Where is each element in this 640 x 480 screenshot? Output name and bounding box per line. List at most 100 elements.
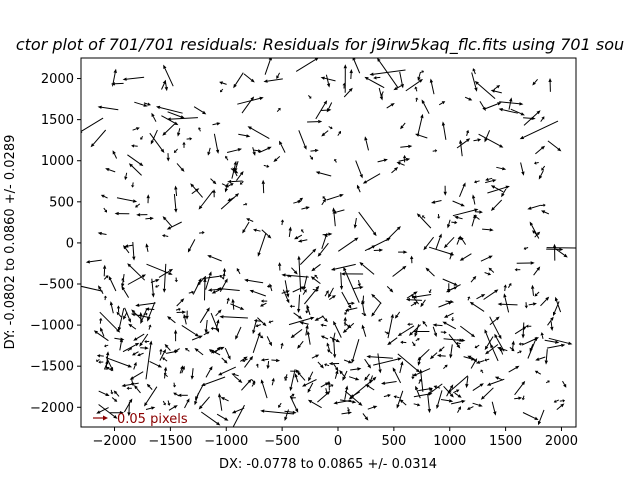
residual-vector: [257, 233, 267, 257]
residual-vector: [278, 402, 282, 408]
residual-vector: [328, 287, 334, 298]
residual-vector: [123, 312, 128, 320]
residual-vector: [322, 232, 333, 236]
residual-vector: [472, 194, 476, 205]
x-tick-label: −1000: [204, 434, 248, 449]
residual-vector: [260, 379, 268, 399]
residual-vector: [410, 255, 414, 264]
residual-vector: [289, 304, 295, 308]
residual-vector: [108, 275, 117, 292]
residual-vector: [143, 102, 151, 106]
residual-vector: [253, 228, 261, 232]
residual-vector: [427, 394, 431, 414]
residual-vector: [314, 274, 319, 279]
residual-vector: [476, 294, 486, 300]
residual-vector: [294, 373, 299, 383]
residual-vector: [488, 267, 495, 273]
residual-vector: [244, 278, 264, 284]
residual-vector: [302, 289, 307, 295]
residual-vector: [297, 340, 304, 349]
residual-vector: [334, 369, 339, 379]
residual-vector: [361, 324, 367, 337]
residual-vector: [308, 371, 314, 382]
residual-vector: [284, 409, 289, 421]
residual-vector: [173, 148, 178, 153]
residual-vector: [531, 284, 535, 296]
residual-vector: [521, 337, 539, 346]
residual-vector: [117, 308, 125, 332]
residual-vector: [102, 264, 107, 277]
x-tick-label: 2000: [545, 434, 578, 449]
residual-vector: [242, 358, 248, 362]
residual-vector: [129, 371, 144, 380]
residual-vector: [127, 401, 131, 417]
residual-vector: [264, 58, 272, 75]
residual-vector: [193, 106, 207, 115]
residual-vector: [105, 356, 114, 372]
residual-vector: [484, 130, 491, 143]
residual-vector: [110, 389, 114, 395]
residual-vector: [271, 377, 275, 386]
residual-vector: [415, 337, 420, 342]
residual-vector: [387, 313, 394, 339]
residual-vector: [514, 268, 521, 272]
residual-vector: [311, 263, 321, 272]
residual-vector: [144, 339, 150, 344]
residual-vector: [252, 320, 257, 335]
residual-vector: [263, 78, 283, 83]
residual-vector: [497, 302, 518, 306]
x-axis-label: DX: -0.0778 to 0.0865 +/- 0.0314: [219, 457, 437, 472]
residual-vector: [503, 293, 510, 313]
residual-vector: [343, 266, 360, 303]
residual-vector: [385, 226, 401, 242]
residual-vector: [373, 357, 402, 366]
residual-vector: [131, 309, 143, 321]
residual-vector: [489, 316, 500, 326]
residual-vector: [342, 370, 348, 381]
residual-vector: [244, 355, 254, 368]
residual-vector: [441, 121, 447, 140]
residual-vector: [398, 250, 408, 254]
residual-vector: [148, 324, 152, 330]
residual-vector: [146, 263, 173, 275]
residual-vector: [459, 325, 476, 338]
residual-vector: [442, 321, 457, 330]
residual-vector: [159, 349, 166, 361]
residual-vector: [470, 275, 477, 283]
residual-vector: [126, 386, 132, 390]
residual-vector: [249, 289, 266, 297]
residual-vector: [306, 330, 311, 345]
residual-vector: [516, 261, 535, 265]
residual-vector: [422, 215, 426, 219]
residual-vector: [176, 163, 185, 172]
residual-vector: [383, 394, 391, 398]
residual-vector: [132, 351, 139, 356]
residual-vector: [460, 236, 467, 245]
residual-vector: [546, 247, 576, 249]
residual-vector: [321, 198, 326, 206]
residual-vector: [114, 211, 130, 216]
residual-vector: [406, 291, 418, 299]
residual-vector: [326, 342, 330, 351]
residual-vector: [97, 105, 119, 111]
y-tick-label: 1500: [41, 113, 74, 128]
residual-vector: [469, 301, 485, 312]
residual-vector: [150, 129, 158, 145]
residual-vector: [176, 310, 187, 314]
residual-vector: [518, 342, 524, 346]
residual-vector: [544, 339, 560, 344]
residual-vector: [191, 335, 203, 341]
residual-vector: [127, 274, 146, 285]
residual-vector: [167, 400, 171, 406]
residual-vector: [452, 208, 479, 217]
residual-vector: [226, 297, 230, 304]
residual-vector: [305, 324, 309, 336]
residual-vector: [283, 377, 287, 381]
vector-field: [81, 58, 576, 427]
residual-vector: [246, 218, 254, 222]
residual-vector: [219, 81, 227, 85]
residual-vector: [356, 184, 361, 193]
residual-vector: [145, 243, 149, 252]
residual-vector: [436, 390, 443, 409]
residual-vector: [198, 190, 214, 210]
